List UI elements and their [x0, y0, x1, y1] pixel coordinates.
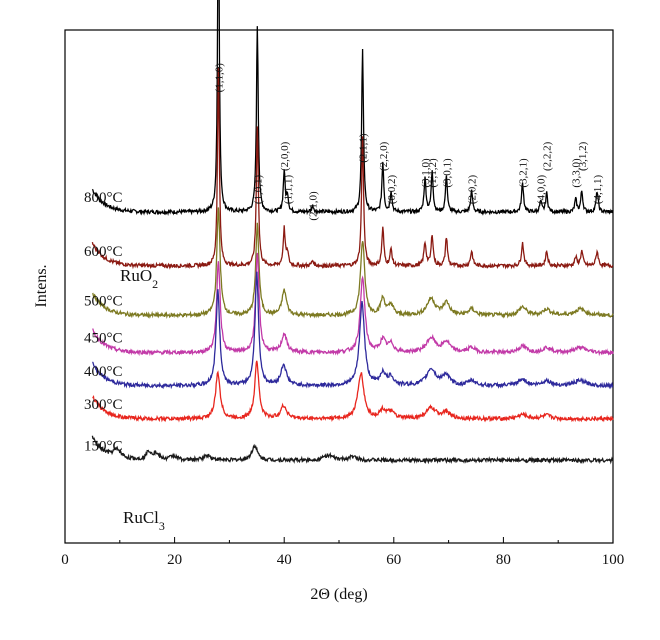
- series-line-2: [92, 207, 614, 319]
- series-line-4: [92, 271, 614, 390]
- peak-label: (0,0,2): [386, 174, 398, 204]
- series-line-6: [91, 435, 614, 465]
- peak-label: (2,2,2): [542, 141, 554, 171]
- curve-label-layer: 800°C 600°C 500°C 450°C 400°C 300°C 150°C: [84, 190, 123, 454]
- x-tick-label: 100: [602, 552, 625, 568]
- peak-label: (4,0,0): [536, 174, 548, 204]
- curve-label-3: 450°C: [84, 331, 123, 347]
- curve-label-0: 800°C: [84, 190, 123, 206]
- peak-label: (2,2,0): [378, 141, 390, 171]
- curve-label-2: 500°C: [84, 294, 123, 310]
- x-tick-label: 60: [386, 552, 401, 568]
- curve-label-5: 300°C: [84, 397, 123, 413]
- y-axis-label: Intens.: [33, 264, 50, 307]
- peak-label: (2,1,1): [358, 133, 370, 163]
- x-tick-label: 80: [496, 552, 511, 568]
- peak-label: (2,0,0): [279, 141, 291, 171]
- peak-label: (2,1,0): [308, 191, 320, 221]
- curve-label-1: 600°C: [84, 244, 123, 260]
- peak-label: (2,0,2): [467, 174, 479, 204]
- peak-label-layer: (1,1,0) (1,0,1) (2,0,0) (1,1,1) (2,1,0) (2,1,…: [213, 63, 604, 221]
- series-layer: [91, 0, 614, 465]
- phase-label-ruo2: RuO2: [120, 266, 158, 291]
- peak-label: (3,1,0): [420, 158, 432, 188]
- peak-label: (1,1,0): [213, 63, 225, 93]
- x-tick-label: 40: [277, 552, 292, 568]
- x-axis: 0 20 40 60 80 100: [61, 537, 624, 568]
- x-tick-label: 20: [167, 552, 182, 568]
- peak-label: (1,1,1): [283, 174, 295, 204]
- phase-label-rucl3: RuCl3: [123, 508, 165, 533]
- series-line-5: [92, 360, 614, 423]
- plot-frame: [64, 29, 614, 544]
- x-tick-label: 0: [61, 552, 69, 568]
- peak-label: (3,1,2): [577, 141, 589, 171]
- series-line-0: [91, 0, 614, 217]
- peak-label: (1,0,1): [252, 174, 264, 204]
- curve-label-4: 400°C: [84, 364, 123, 380]
- peak-label: (3,3,0): [571, 158, 583, 188]
- series-line-1: [91, 67, 614, 270]
- peak-label: (3,0,1): [441, 158, 453, 188]
- x-axis-label: 2Θ (deg): [310, 586, 367, 603]
- series-line-3: [92, 252, 614, 357]
- peak-label: (4,1,1): [592, 174, 604, 204]
- curve-label-6: 150°C: [84, 438, 123, 454]
- peak-label: (3,2,1): [518, 158, 530, 188]
- peak-label: (1,1,2): [427, 158, 439, 188]
